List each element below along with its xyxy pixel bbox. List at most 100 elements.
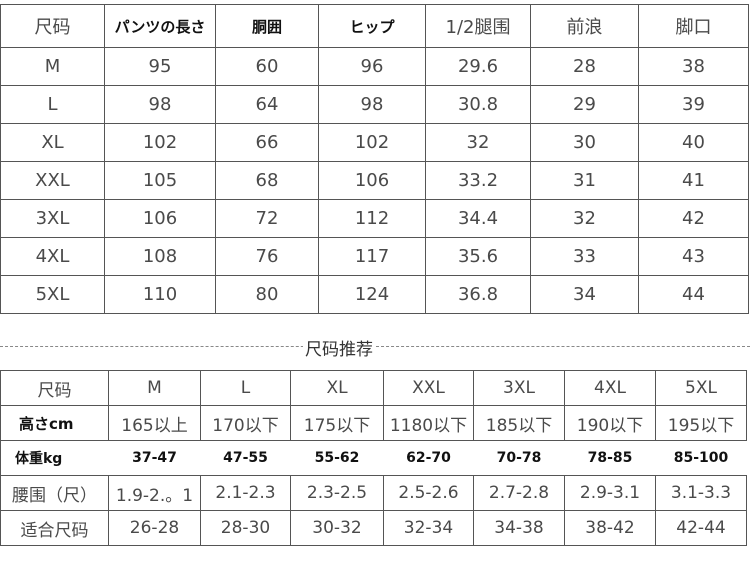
measurement-cell: 106 xyxy=(104,199,216,238)
size-chart-row: XXL 105 68 106 33.2 31 41 xyxy=(0,161,749,200)
value-cell: 2.3-2.5 xyxy=(290,475,384,511)
value-cell: 190以下 xyxy=(564,405,656,441)
measurement-cell: 39 xyxy=(638,85,749,124)
value-cell: 4XL xyxy=(564,370,656,406)
value-cell: 1.9-2.。1 xyxy=(108,475,201,511)
measurement-cell: 32 xyxy=(530,199,639,238)
measurement-cell: 36.8 xyxy=(425,275,531,314)
size-label-cell: L xyxy=(0,85,105,124)
measurement-cell: 95 xyxy=(104,47,216,86)
measurement-cell: 30 xyxy=(530,123,639,162)
size-label-cell: 4XL xyxy=(0,237,105,276)
measurement-cell: 98 xyxy=(104,85,216,124)
header-cell: 尺码 xyxy=(0,4,105,48)
waist-row: 腰围（尺） 1.9-2.。1 2.1-2.3 2.3-2.5 2.5-2.6 2.7-2.… xyxy=(0,475,747,511)
measurement-cell: 31 xyxy=(530,161,639,200)
value-cell: 78-85 xyxy=(564,440,656,476)
header-cell: 胴囲 xyxy=(215,4,319,48)
measurement-cell: 108 xyxy=(104,237,216,276)
size-chart-row: XL 102 66 102 32 30 40 xyxy=(0,123,749,162)
measurement-cell: 30.8 xyxy=(425,85,531,124)
size-chart-row: M 95 60 96 29.6 28 38 xyxy=(0,47,749,86)
value-cell: M xyxy=(108,370,201,406)
value-cell: 26-28 xyxy=(108,510,201,546)
value-cell: 85-100 xyxy=(655,440,747,476)
value-cell: 70-78 xyxy=(473,440,565,476)
value-cell: 55-62 xyxy=(290,440,384,476)
measurement-cell: 106 xyxy=(318,161,426,200)
value-cell: 28-30 xyxy=(200,510,291,546)
measurement-cell: 64 xyxy=(215,85,319,124)
size-chart-header-row: 尺码 パンツの長さ 胴囲 ヒップ 1/2腿围 前浪 脚口 xyxy=(0,4,749,48)
size-chart-table: 尺码 パンツの長さ 胴囲 ヒップ 1/2腿围 前浪 脚口 M 95 60 96 29.6… xyxy=(0,4,749,314)
header-cell: 1/2腿围 xyxy=(425,4,531,48)
size-label-cell: 5XL xyxy=(0,275,105,314)
measurement-cell: 33 xyxy=(530,237,639,276)
recommend-header-row: 尺码 M L XL XXL 3XL 4XL 5XL xyxy=(0,370,747,406)
fit-size-row: 适合尺码 26-28 28-30 30-32 32-34 34-38 38-42 42-44 xyxy=(0,510,747,546)
row-label-cell: 适合尺码 xyxy=(0,510,109,546)
measurement-cell: 29 xyxy=(530,85,639,124)
row-label-cell: 腰围（尺） xyxy=(0,475,109,511)
weight-row: 体重kg 37-47 47-55 55-62 62-70 70-78 78-85 85-100 xyxy=(0,440,747,476)
recommend-title: 尺码推荐 xyxy=(303,335,375,360)
size-label-cell: 3XL xyxy=(0,199,105,238)
value-cell: L xyxy=(200,370,291,406)
size-label-cell: XL xyxy=(0,123,105,162)
size-chart-row: 5XL 110 80 124 36.8 34 44 xyxy=(0,275,749,314)
value-cell: 2.9-3.1 xyxy=(564,475,656,511)
measurement-cell: 72 xyxy=(215,199,319,238)
measurement-cell: 41 xyxy=(638,161,749,200)
measurement-cell: 102 xyxy=(318,123,426,162)
measurement-cell: 66 xyxy=(215,123,319,162)
value-cell: 1180以下 xyxy=(383,405,474,441)
measurement-cell: 76 xyxy=(215,237,319,276)
measurement-cell: 32 xyxy=(425,123,531,162)
value-cell: 47-55 xyxy=(200,440,291,476)
value-cell: XL xyxy=(290,370,384,406)
measurement-cell: 110 xyxy=(104,275,216,314)
value-cell: XXL xyxy=(383,370,474,406)
measurement-cell: 28 xyxy=(530,47,639,86)
measurement-cell: 112 xyxy=(318,199,426,238)
size-label-cell: M xyxy=(0,47,105,86)
value-cell: 32-34 xyxy=(383,510,474,546)
header-cell: ヒップ xyxy=(318,4,426,48)
size-chart-row: 4XL 108 76 117 35.6 33 43 xyxy=(0,237,749,276)
row-label-cell: 尺码 xyxy=(0,370,109,406)
measurement-cell: 68 xyxy=(215,161,319,200)
measurement-cell: 34.4 xyxy=(425,199,531,238)
row-label-cell: 高さcm xyxy=(0,405,109,441)
height-row: 高さcm 165以上 170以下 175以下 1180以下 185以下 190以下 195以下 xyxy=(0,405,747,441)
value-cell: 2.1-2.3 xyxy=(200,475,291,511)
measurement-cell: 124 xyxy=(318,275,426,314)
measurement-cell: 117 xyxy=(318,237,426,276)
measurement-cell: 98 xyxy=(318,85,426,124)
header-cell: 前浪 xyxy=(530,4,639,48)
value-cell: 2.7-2.8 xyxy=(473,475,565,511)
value-cell: 2.5-2.6 xyxy=(383,475,474,511)
measurement-cell: 35.6 xyxy=(425,237,531,276)
measurement-cell: 34 xyxy=(530,275,639,314)
value-cell: 170以下 xyxy=(200,405,291,441)
size-recommendation-table: 尺码 M L XL XXL 3XL 4XL 5XL 高さcm 165以上 170以下 175以下 118… xyxy=(0,370,747,546)
measurement-cell: 44 xyxy=(638,275,749,314)
value-cell: 165以上 xyxy=(108,405,201,441)
row-label-cell: 体重kg xyxy=(0,440,109,476)
measurement-cell: 105 xyxy=(104,161,216,200)
value-cell: 38-42 xyxy=(564,510,656,546)
measurement-cell: 80 xyxy=(215,275,319,314)
value-cell: 37-47 xyxy=(108,440,201,476)
value-cell: 175以下 xyxy=(290,405,384,441)
value-cell: 34-38 xyxy=(473,510,565,546)
measurement-cell: 102 xyxy=(104,123,216,162)
dashed-divider xyxy=(0,346,750,347)
measurement-cell: 33.2 xyxy=(425,161,531,200)
size-label-cell: XXL xyxy=(0,161,105,200)
header-cell: 脚口 xyxy=(638,4,749,48)
measurement-cell: 29.6 xyxy=(425,47,531,86)
value-cell: 5XL xyxy=(655,370,747,406)
value-cell: 62-70 xyxy=(383,440,474,476)
value-cell: 42-44 xyxy=(655,510,747,546)
value-cell: 3XL xyxy=(473,370,565,406)
